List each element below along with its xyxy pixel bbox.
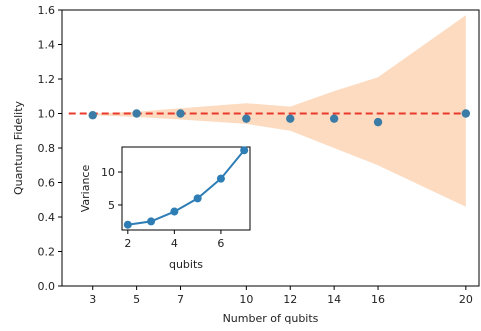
- x-tick-label: 16: [371, 293, 385, 306]
- y-tick-label: 0.4: [38, 211, 56, 224]
- inset-data-point: [193, 194, 202, 203]
- y-tick-label: 0.8: [38, 142, 56, 155]
- inset-y-tick-label: 10: [101, 166, 115, 179]
- data-point: [373, 117, 383, 127]
- x-tick-label: 10: [239, 293, 253, 306]
- inset-x-tick-label: 6: [217, 237, 224, 250]
- x-tick-label: 7: [177, 293, 184, 306]
- y-tick-label: 1.2: [38, 73, 56, 86]
- y-tick-label: 1.0: [38, 108, 56, 121]
- inset-frame: [121, 146, 251, 231]
- x-tick-label: 12: [283, 293, 297, 306]
- inset-data-point: [147, 217, 156, 226]
- inset-data-point: [216, 174, 225, 183]
- y-tick-label: 1.6: [38, 4, 56, 17]
- x-tick-label: 5: [133, 293, 140, 306]
- y-tick-label: 0.6: [38, 177, 56, 190]
- data-point: [286, 114, 295, 123]
- x-tick-label: 20: [459, 293, 473, 306]
- x-tick-label: 14: [327, 293, 341, 306]
- confidence-band: [92, 15, 466, 207]
- data-point: [461, 109, 471, 118]
- y-tick-label: 0.2: [38, 246, 56, 259]
- inset-data-point: [240, 146, 249, 155]
- data-point: [88, 111, 97, 120]
- inset-y-axis-label: Variance: [79, 165, 92, 213]
- inset-y-tick-label: 5: [108, 199, 115, 212]
- inset-x-tick-label: 2: [124, 237, 131, 250]
- inset-data-point: [123, 220, 132, 229]
- x-tick-label: 3: [89, 293, 96, 306]
- inset-data-point: [170, 207, 179, 216]
- main-chart: 0.0 0.2 0.4 0.6 0.8 1.0 1.2 1.4 1.6 3 5 7 10 12 14 16 20…: [12, 4, 480, 325]
- data-point: [132, 109, 141, 118]
- inset-x-tick-label: 4: [171, 237, 178, 250]
- data-point: [176, 109, 185, 118]
- y-axis-label: Quantum Fidelity: [12, 100, 25, 195]
- inset-chart: 5 10 2 4 6 qubits Variance: [79, 146, 251, 271]
- y-tick-label: 1.4: [38, 39, 56, 52]
- data-point: [242, 114, 251, 123]
- data-point: [329, 114, 339, 123]
- x-axis-label: Number of qubits: [223, 312, 319, 325]
- y-tick-label: 0.0: [38, 280, 56, 293]
- inset-x-axis-label: qubits: [169, 258, 203, 271]
